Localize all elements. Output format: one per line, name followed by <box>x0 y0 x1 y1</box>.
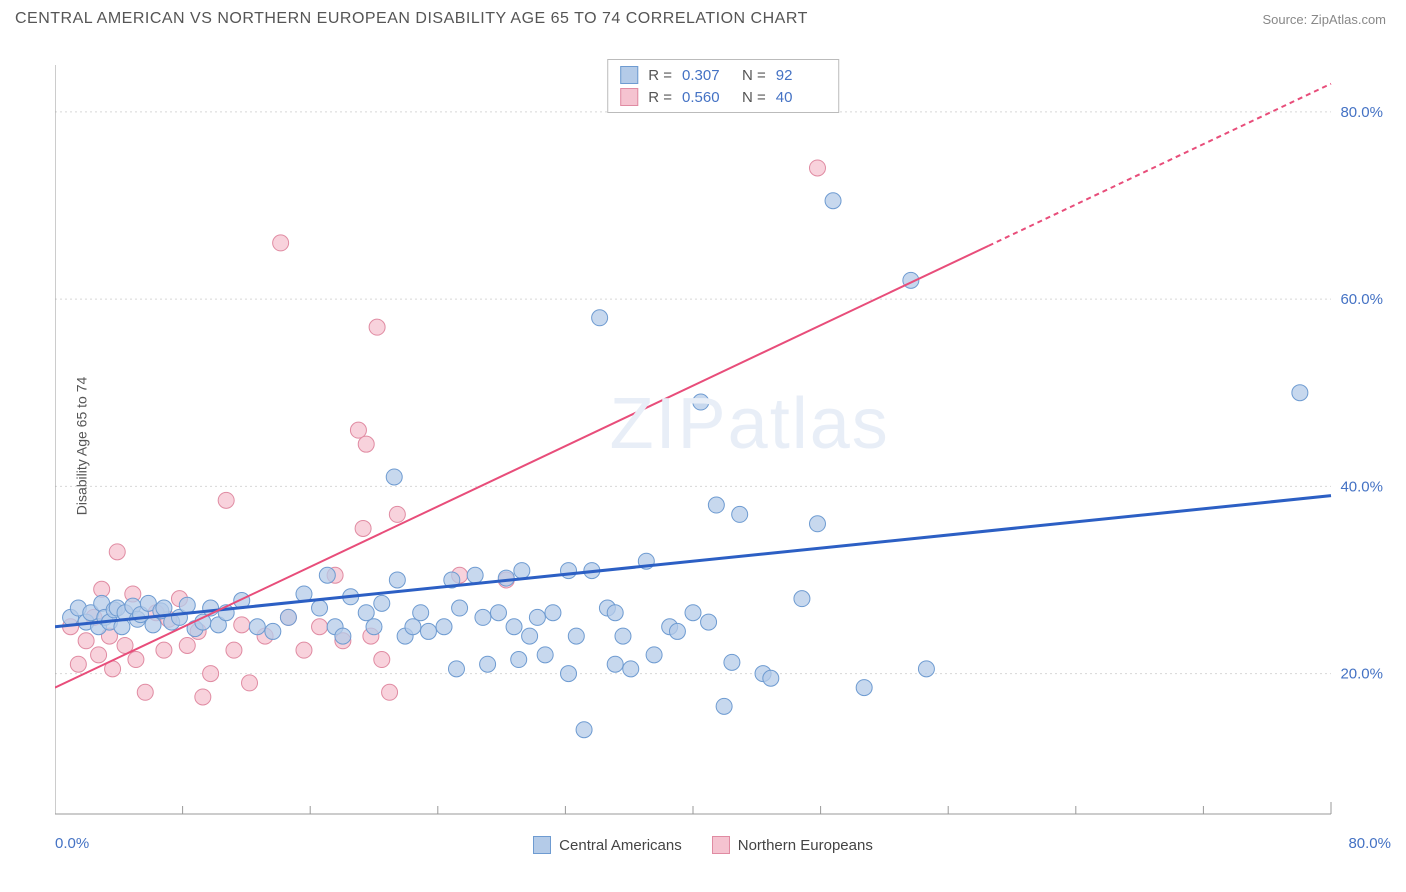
page-title: CENTRAL AMERICAN VS NORTHERN EUROPEAN DI… <box>15 10 808 28</box>
legend-swatch <box>620 88 638 106</box>
correlation-legend: R = 0.307 N = 92 R = 0.560 N = 40 <box>607 59 839 113</box>
correlation-row: R = 0.560 N = 40 <box>620 86 826 108</box>
r-value: 0.307 <box>682 67 732 84</box>
legend-label: Central Americans <box>559 837 682 854</box>
legend-swatch <box>533 836 551 854</box>
r-label: R = <box>648 67 672 84</box>
scatter-chart: 20.0%40.0%60.0%80.0% ZIPatlas R = 0.307 … <box>55 55 1391 824</box>
legend-swatch <box>620 66 638 84</box>
r-label: R = <box>648 89 672 106</box>
svg-text:40.0%: 40.0% <box>1340 478 1383 495</box>
series-legend: Central Americans Northern Europeans <box>0 836 1406 854</box>
r-value: 0.560 <box>682 89 732 106</box>
svg-text:80.0%: 80.0% <box>1340 104 1383 121</box>
source-attribution: Source: ZipAtlas.com <box>1262 12 1386 27</box>
legend-label: Northern Europeans <box>738 837 873 854</box>
legend-item: Northern Europeans <box>712 836 873 854</box>
correlation-row: R = 0.307 N = 92 <box>620 64 826 86</box>
svg-text:20.0%: 20.0% <box>1340 666 1383 683</box>
n-value: 92 <box>776 67 826 84</box>
legend-swatch <box>712 836 730 854</box>
n-label: N = <box>742 67 766 84</box>
svg-text:60.0%: 60.0% <box>1340 291 1383 308</box>
n-value: 40 <box>776 89 826 106</box>
legend-item: Central Americans <box>533 836 682 854</box>
n-label: N = <box>742 89 766 106</box>
